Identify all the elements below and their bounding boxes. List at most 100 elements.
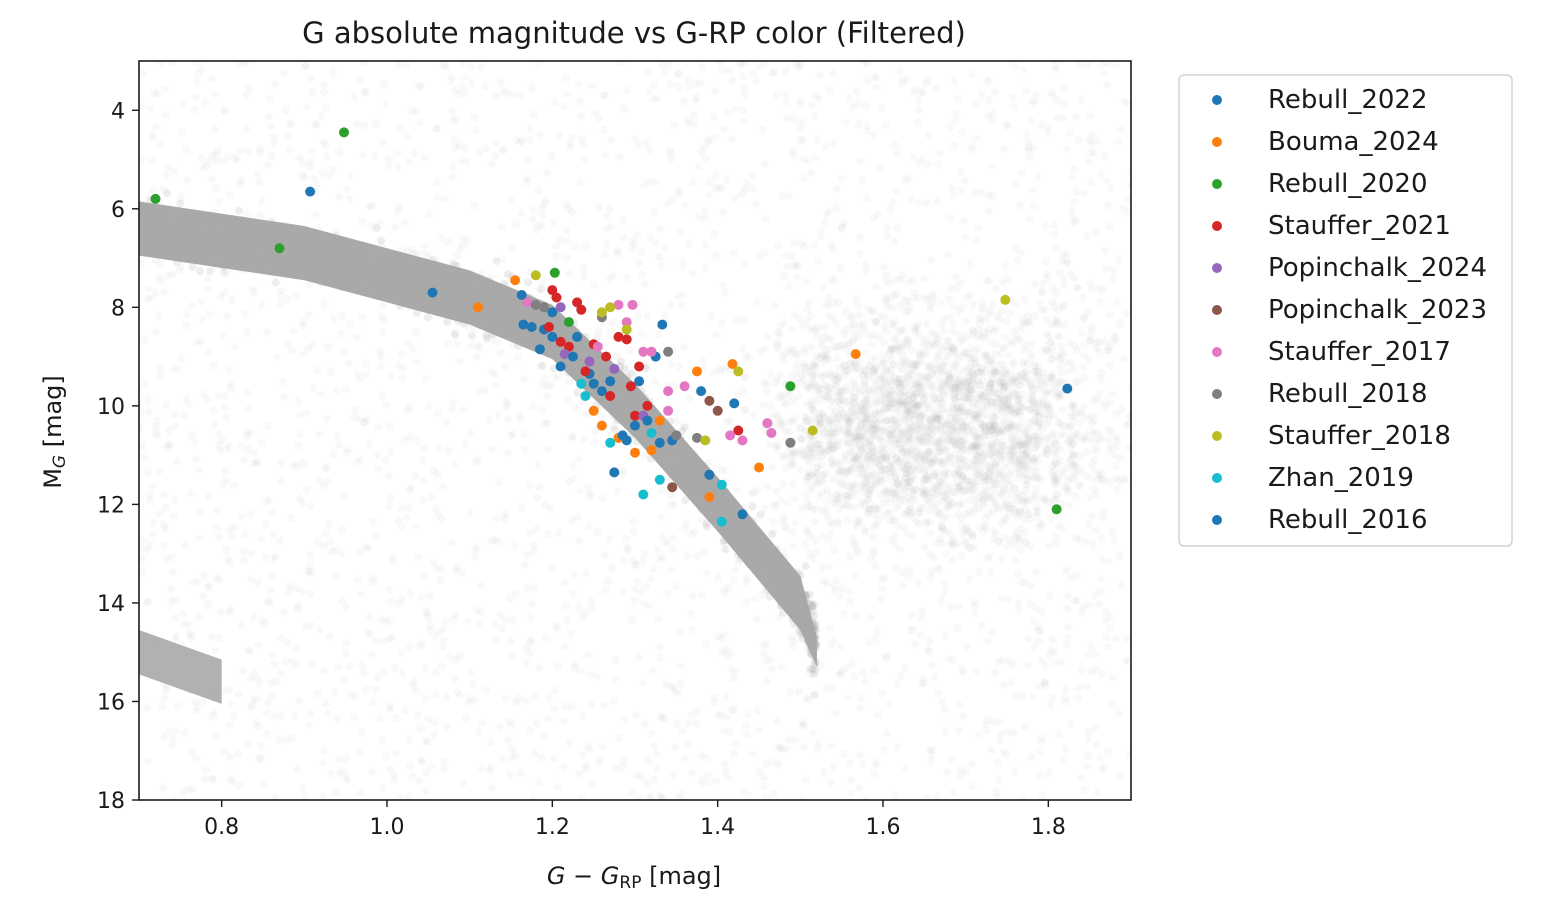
- background-star: [215, 575, 224, 584]
- background-star: [635, 653, 644, 662]
- background-star: [268, 650, 277, 659]
- background-star: [1091, 437, 1100, 446]
- background-star: [179, 411, 188, 420]
- background-star: [794, 687, 803, 696]
- background-star: [208, 632, 217, 641]
- background-star: [722, 418, 731, 427]
- background-star: [452, 115, 461, 124]
- background-star: [796, 135, 805, 144]
- background-star: [461, 144, 470, 153]
- background-star: [149, 134, 157, 143]
- background-star: [421, 694, 430, 703]
- background-star: [1069, 364, 1077, 373]
- background-star: [191, 697, 200, 706]
- background-star: [725, 416, 734, 425]
- background-star: [1019, 65, 1028, 74]
- background-star: [1024, 138, 1033, 147]
- background-star: [459, 234, 468, 242]
- background-star: [878, 688, 887, 697]
- background-star: [903, 296, 912, 305]
- background-star: [192, 92, 201, 101]
- background-star: [731, 668, 740, 677]
- background-star: [560, 642, 569, 651]
- background-star: [379, 81, 388, 89]
- background-star: [299, 350, 308, 359]
- background-star: [868, 470, 877, 479]
- background-star: [1014, 395, 1023, 404]
- background-star: [478, 719, 487, 728]
- background-star: [1063, 591, 1072, 600]
- background-star: [1097, 534, 1106, 543]
- background-star: [280, 392, 289, 401]
- background-star: [1041, 257, 1050, 266]
- background-star: [673, 719, 682, 728]
- background-star: [471, 126, 480, 134]
- background-star: [1036, 747, 1044, 756]
- background-star: [850, 394, 859, 403]
- background-star: [931, 673, 940, 682]
- background-star: [968, 533, 977, 542]
- background-star: [395, 202, 404, 211]
- background-star: [880, 321, 889, 330]
- background-star: [320, 746, 328, 755]
- background-star: [1086, 493, 1095, 502]
- background-star: [970, 598, 979, 607]
- background-star: [243, 328, 252, 337]
- background-star: [950, 76, 959, 85]
- background-star: [753, 299, 762, 308]
- background-star: [681, 201, 690, 210]
- background-star: [825, 86, 834, 95]
- background-star: [807, 343, 816, 352]
- background-star: [391, 749, 400, 758]
- background-star: [1099, 763, 1108, 772]
- background-star: [255, 754, 264, 763]
- background-star: [540, 199, 549, 208]
- background-star: [1111, 635, 1120, 644]
- background-star: [1050, 230, 1059, 239]
- background-star: [892, 504, 901, 512]
- background-star: [705, 137, 713, 146]
- background-star: [222, 545, 231, 554]
- background-star: [445, 339, 453, 348]
- background-star: [501, 510, 510, 518]
- background-star: [327, 769, 336, 778]
- background-star: [964, 397, 973, 406]
- background-star: [1112, 433, 1120, 442]
- background-star: [285, 119, 294, 128]
- background-star: [532, 719, 541, 728]
- background-star: [526, 124, 535, 133]
- background-star: [783, 262, 792, 271]
- background-star: [1084, 355, 1093, 364]
- background-star: [363, 629, 372, 637]
- background-star: [299, 317, 308, 326]
- background-star: [231, 342, 240, 351]
- background-star: [368, 574, 377, 583]
- background-star: [211, 90, 220, 99]
- background-star: [1099, 286, 1108, 295]
- background-star: [527, 84, 536, 93]
- background-star: [433, 124, 442, 133]
- background-star: [1035, 681, 1044, 690]
- background-star: [1066, 411, 1075, 420]
- background-star: [961, 348, 969, 357]
- background-star: [791, 447, 800, 456]
- background-star: [1035, 627, 1044, 636]
- background-star: [448, 405, 457, 414]
- background-star: [486, 763, 495, 772]
- background-star: [840, 609, 849, 618]
- background-star: [264, 596, 272, 605]
- background-star: [727, 134, 736, 143]
- background-star: [563, 236, 572, 245]
- background-star: [976, 188, 985, 197]
- background-star: [525, 481, 534, 490]
- background-star: [188, 748, 197, 757]
- background-star: [492, 381, 501, 390]
- background-star: [836, 642, 845, 651]
- background-star: [416, 724, 425, 733]
- background-star: [329, 166, 338, 175]
- background-star: [488, 783, 496, 792]
- background-star: [301, 792, 310, 800]
- background-star: [1117, 581, 1126, 590]
- background-star: [594, 332, 603, 341]
- background-star: [1070, 450, 1078, 459]
